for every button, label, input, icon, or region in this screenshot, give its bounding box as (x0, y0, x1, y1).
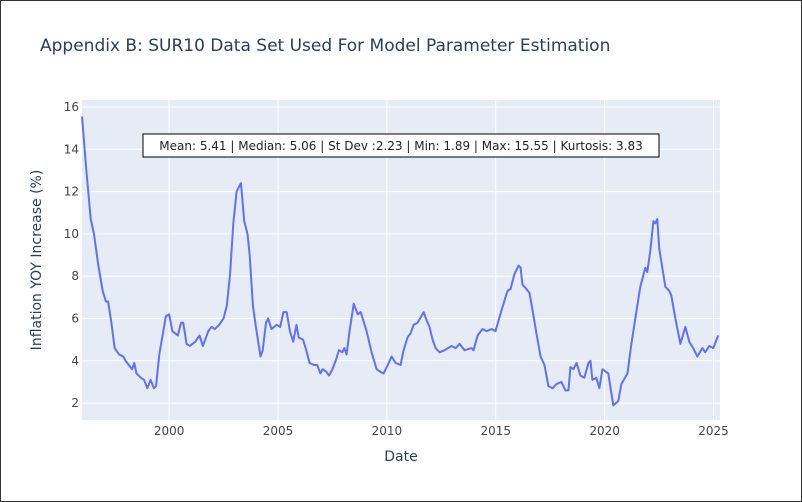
y-tick-label: 4 (71, 354, 79, 368)
chart-title: Appendix B: SUR10 Data Set Used For Mode… (40, 36, 610, 56)
lines (81, 116, 720, 407)
x-tick-label: 2000 (154, 424, 185, 438)
annotation-box (142, 133, 660, 158)
x-tick-label: 2015 (480, 424, 511, 438)
y-tick-label: 10 (64, 227, 79, 241)
x-tick-label: 2020 (589, 424, 620, 438)
y-axis-label: Inflation YOY Increase (%) (29, 170, 45, 351)
y-tick-label: 14 (64, 142, 79, 156)
x-tick-label: 2010 (372, 424, 403, 438)
y-tick-label: 16 (64, 100, 79, 114)
y-tick-label: 2 (71, 396, 79, 410)
data-line (81, 116, 720, 407)
y-tick-label: 6 (71, 311, 79, 325)
x-tick-label: 2025 (698, 424, 729, 438)
x-axis-label: Date (384, 449, 417, 465)
y-tick-label: 8 (71, 269, 79, 283)
x-tick-label: 2005 (263, 424, 294, 438)
y-tick-label: 12 (64, 185, 79, 199)
annotation: Mean: 5.41 | Median: 5.06 | St Dev :2.23… (159, 139, 642, 153)
